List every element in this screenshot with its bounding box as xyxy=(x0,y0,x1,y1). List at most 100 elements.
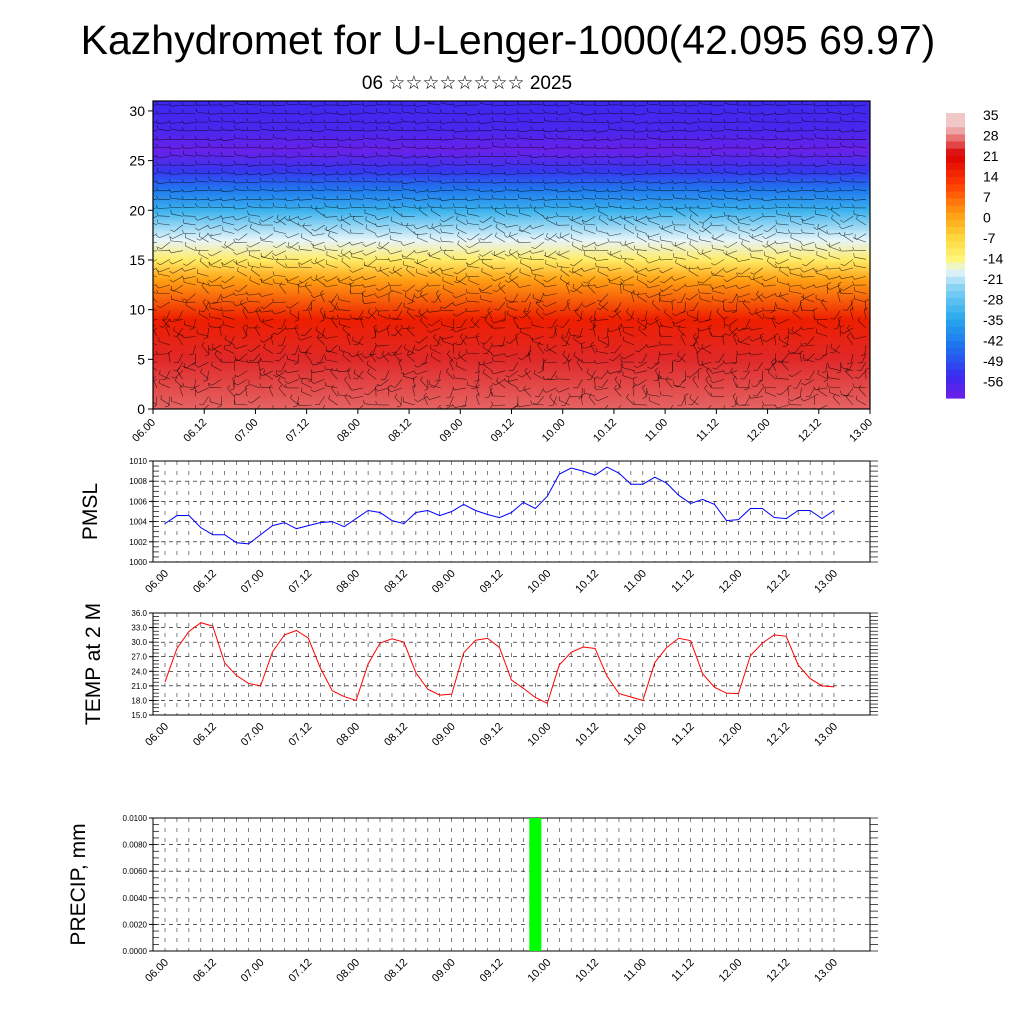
wind-barb xyxy=(377,387,390,392)
wind-barb-flag xyxy=(594,398,598,402)
wind-barb xyxy=(673,129,686,131)
wind-barb xyxy=(554,326,557,337)
wind-barb-flag xyxy=(748,234,753,239)
wind-barb-flag xyxy=(298,262,302,265)
wind-barb-flag xyxy=(310,179,313,183)
wind-barb-flag xyxy=(402,255,407,258)
wind-barb-flag xyxy=(387,137,391,142)
wind-barb-flag xyxy=(404,292,407,297)
wind-barb-flag xyxy=(155,204,159,209)
y-tick-label: 1010 xyxy=(129,457,147,466)
y-tick-label: 36.0 xyxy=(131,609,147,618)
wind-barb xyxy=(171,401,183,406)
wind-barb-flag xyxy=(735,258,739,262)
wind-barb xyxy=(740,336,751,343)
wind-barb-flag xyxy=(388,125,391,130)
wind-barb xyxy=(402,173,415,175)
wind-barb xyxy=(532,224,544,229)
wind-barb-flag xyxy=(581,246,584,251)
wind-barb xyxy=(481,224,493,231)
wind-barb-flag xyxy=(220,214,223,219)
wind-barb xyxy=(170,104,183,107)
wind-barb xyxy=(712,370,725,374)
wind-barb-flag xyxy=(546,343,549,348)
colorbar-band xyxy=(946,191,965,200)
wind-barb-flag xyxy=(575,336,580,339)
wind-barb xyxy=(725,190,738,193)
wind-barb xyxy=(505,146,518,149)
wind-barb-flag xyxy=(645,268,649,272)
wind-barb xyxy=(455,293,467,299)
wind-barb-flag xyxy=(671,119,674,123)
wind-barb-flag xyxy=(775,228,778,233)
wind-barb xyxy=(312,121,325,123)
wind-barb xyxy=(333,301,338,312)
wind-barb-flag xyxy=(590,341,594,345)
wind-barb xyxy=(853,164,867,167)
wind-barb xyxy=(777,281,789,286)
wind-barb xyxy=(505,113,518,115)
wind-barb xyxy=(746,362,751,372)
wind-barb xyxy=(828,367,841,371)
wind-barb-flag xyxy=(234,289,239,292)
wind-barb xyxy=(286,156,299,159)
wind-barb xyxy=(765,336,776,343)
wind-barb-flag xyxy=(270,333,275,336)
wind-barb xyxy=(725,172,738,174)
wind-barb-flag xyxy=(816,250,818,255)
wind-barb xyxy=(815,197,828,200)
wind-barb-flag xyxy=(779,292,782,296)
wind-barb-flag xyxy=(311,228,316,232)
wind-barb-flag xyxy=(156,110,159,115)
wind-barb xyxy=(565,353,570,363)
wind-barb-flag xyxy=(336,170,339,175)
wind-barb xyxy=(402,206,415,209)
wind-barb-flag xyxy=(293,405,298,408)
wind-barb xyxy=(373,326,377,337)
wind-barb xyxy=(766,260,776,269)
wind-barb xyxy=(171,319,183,323)
wind-barb xyxy=(287,358,299,363)
wind-barb xyxy=(570,111,583,114)
wind-barb-flag xyxy=(658,136,661,141)
wind-barb xyxy=(849,309,854,320)
wind-barb xyxy=(584,254,596,260)
wind-barb xyxy=(493,104,506,107)
wind-barb-flag xyxy=(542,162,545,167)
wind-barb-flag xyxy=(220,152,223,157)
colorbar-band xyxy=(946,148,965,157)
y-tick-label: 1008 xyxy=(129,477,147,486)
wind-barb xyxy=(342,328,351,337)
wind-barb-flag xyxy=(813,316,816,321)
wind-barb xyxy=(789,291,802,294)
wind-barb xyxy=(594,310,596,321)
wind-barb xyxy=(519,229,531,234)
wind-barb-flag xyxy=(495,223,498,228)
wind-barb-flag xyxy=(594,160,597,165)
wind-barb xyxy=(590,370,596,380)
wind-barb-flag xyxy=(195,151,197,156)
wind-barb-flag xyxy=(201,282,205,286)
wind-barb xyxy=(286,103,299,106)
wind-barb-flag xyxy=(234,355,236,361)
wind-barb xyxy=(194,404,196,409)
wind-barb-flag xyxy=(297,401,300,406)
wind-barb xyxy=(403,241,415,246)
wind-barb xyxy=(160,301,171,309)
wind-barb-flag xyxy=(310,294,314,298)
wind-barb-flag xyxy=(658,376,663,379)
wind-barb-flag xyxy=(555,102,558,107)
wind-barb xyxy=(157,139,170,141)
wind-barb-flag xyxy=(566,281,570,285)
wind-barb-flag xyxy=(672,193,674,198)
wind-barb xyxy=(199,233,209,241)
main-x-tick-label: 12.00 xyxy=(745,417,773,445)
wind-barb-flag xyxy=(581,244,586,248)
wind-barb xyxy=(712,216,725,218)
wind-barb-flag xyxy=(658,153,661,158)
wind-barb-flag xyxy=(143,319,146,322)
wind-barb xyxy=(673,385,686,389)
wind-barb xyxy=(634,156,647,159)
wind-barb-flag xyxy=(761,212,765,217)
wind-barb-flag xyxy=(637,317,640,322)
